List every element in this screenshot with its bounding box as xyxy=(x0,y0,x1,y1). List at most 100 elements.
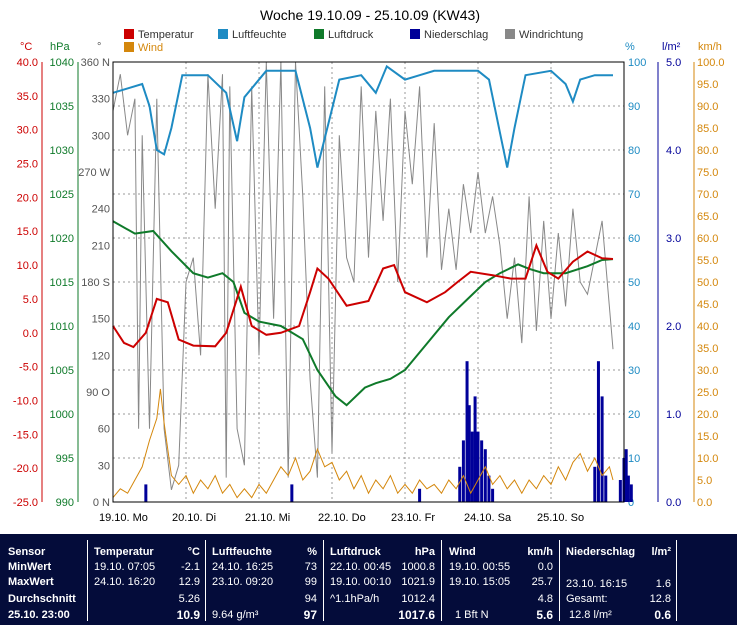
hum-max-time: 23.10. 09:20 xyxy=(212,576,274,588)
press-trend: ^1.1hPa/h xyxy=(330,593,380,605)
tick-label-direction: 90 O xyxy=(86,387,110,399)
divider xyxy=(205,540,206,621)
divider xyxy=(323,540,324,621)
summary-temperature-col: Temperatur °C 19.10. 07:05 -2.1 24.10. 16:… xyxy=(94,534,200,625)
rain-max-time: 23.10. 16:15 xyxy=(566,578,628,590)
summary-max-label: MaxWert xyxy=(8,576,54,588)
legend-swatch xyxy=(314,29,324,39)
rain-bar xyxy=(465,361,469,502)
chart-legend: Temperatur Luftfeuchte Luftdruck Niederschl… xyxy=(124,29,583,54)
tick-label-direction: 150 xyxy=(92,314,110,326)
tick-label-rain: 2.0 xyxy=(666,321,681,333)
tick-label-pressure: 1030 xyxy=(50,145,74,157)
temp-min-time: 19.10. 07:05 xyxy=(94,561,156,573)
tick-label-wind: 0.0 xyxy=(697,497,712,509)
tick-label-temperature: -10.0 xyxy=(13,395,38,407)
tick-label-direction: 30 xyxy=(98,460,110,472)
tick-label-wind: 20.0 xyxy=(697,409,718,421)
tick-label-temperature: -5.0 xyxy=(19,362,38,374)
rain-bar xyxy=(596,361,600,502)
chart-series xyxy=(112,61,633,502)
tick-label-wind: 25.0 xyxy=(697,387,718,399)
axis-ticks: 40.0 35.0 30.0 25.0 20.0 15.0 10.0 5.0 0.0 -5.0 -1… xyxy=(13,57,725,524)
tick-label-direction: 300 xyxy=(92,130,110,142)
rain-bar xyxy=(593,466,597,502)
rain-bar xyxy=(467,405,471,502)
rain-bar xyxy=(476,431,480,502)
legend-swatch xyxy=(505,29,515,39)
summary-header: Sensor xyxy=(8,546,46,558)
tick-label-rain: 5.0 xyxy=(666,57,681,69)
x-tick-label: 25.10. So xyxy=(537,512,584,524)
tick-label-pressure: 1040 xyxy=(50,57,74,69)
wind-avg: 4.8 xyxy=(537,593,553,605)
x-tick-label: 19.10. Mo xyxy=(99,512,148,524)
hum-max: 99 xyxy=(304,576,317,588)
tick-label-direction: 330 xyxy=(92,94,110,106)
tick-label-pressure: 1020 xyxy=(50,233,74,245)
tick-label-wind: 70.0 xyxy=(697,189,718,201)
tick-label-temperature: 30.0 xyxy=(17,125,38,137)
rain-bar xyxy=(458,466,462,502)
tick-label-humidity: 40 xyxy=(628,321,640,333)
hum-min: 73 xyxy=(304,561,317,573)
divider xyxy=(441,540,442,621)
press-avg: 1012.4 xyxy=(401,593,435,605)
rain-total-label: Gesamt: xyxy=(566,593,608,605)
tick-label-humidity: 30 xyxy=(628,365,640,377)
wind-title: Wind xyxy=(449,546,476,558)
rain-bar xyxy=(600,396,604,502)
tick-label-wind: 15.0 xyxy=(697,431,718,443)
tick-label-humidity: 100 xyxy=(628,57,646,69)
x-tick-label: 22.10. Do xyxy=(318,512,366,524)
rain-current-label: 12.8 l/m² xyxy=(569,609,612,621)
temp-current: 10.9 xyxy=(176,608,200,622)
tick-label-direction: 180 S xyxy=(81,277,110,289)
tick-label-pressure: 995 xyxy=(56,453,74,465)
series-line-temperatur xyxy=(112,242,614,349)
tick-label-wind: 60.0 xyxy=(697,233,718,245)
series-line-wind xyxy=(112,388,614,499)
x-tick-label: 24.10. Sa xyxy=(464,512,512,524)
tick-label-direction: 60 xyxy=(98,424,110,436)
hum-min-time: 24.10. 16:25 xyxy=(212,561,274,573)
temp-max-time: 24.10. 16:20 xyxy=(94,576,156,588)
temp-avg: 5.26 xyxy=(178,593,200,605)
divider xyxy=(676,540,677,621)
press-title: Luftdruck xyxy=(330,546,381,558)
weather-chart: Woche 19.10.09 - 25.10.09 (KW43) Tempera… xyxy=(13,7,725,524)
summary-pressure-col: Luftdruck hPa 22.10. 00:45 1000.8 19.10. 0… xyxy=(330,534,435,625)
summary-min-label: MinWert xyxy=(8,561,52,573)
tick-label-wind: 95.0 xyxy=(697,79,718,91)
unit-wind: km/h xyxy=(698,41,722,53)
hum-abs: 9.64 g/m³ xyxy=(212,609,259,621)
wind-unit: km/h xyxy=(527,546,553,558)
rain-bar xyxy=(461,440,465,502)
press-min: 1000.8 xyxy=(401,561,435,573)
axis-units: °C hPa ° % l/m² km/h xyxy=(20,41,722,53)
tick-label-wind: 100.0 xyxy=(697,57,725,69)
legend-label: Luftdruck xyxy=(328,29,374,41)
tick-label-direction: 240 xyxy=(92,204,110,216)
chart-grid xyxy=(113,62,624,502)
temp-max: 12.9 xyxy=(178,576,200,588)
unit-temperature: °C xyxy=(20,41,32,53)
summary-avg-label: Durchschnitt xyxy=(8,593,76,605)
wind-min: 0.0 xyxy=(537,561,553,573)
tick-label-wind: 30.0 xyxy=(697,365,718,377)
tick-label-humidity: 10 xyxy=(628,453,640,465)
tick-label-temperature: -25.0 xyxy=(13,497,38,509)
rain-bar xyxy=(491,488,495,502)
rain-bar xyxy=(624,449,628,502)
tick-label-rain: 3.0 xyxy=(666,233,681,245)
summary-humidity-col: Luftfeuchte% 24.10. 16:25 73 23.10. 09:20… xyxy=(212,534,317,625)
tick-label-humidity: 70 xyxy=(628,189,640,201)
series-line-windrichtung xyxy=(112,61,614,490)
wind-current: 5.6 xyxy=(536,608,553,622)
tick-label-temperature: -15.0 xyxy=(13,429,38,441)
hum-current: 97 xyxy=(303,608,317,622)
series-line-luftfeuchte xyxy=(112,64,613,168)
tick-label-temperature: 10.0 xyxy=(17,260,38,272)
rain-total: 12.8 xyxy=(649,593,671,605)
legend-swatch xyxy=(218,29,228,39)
